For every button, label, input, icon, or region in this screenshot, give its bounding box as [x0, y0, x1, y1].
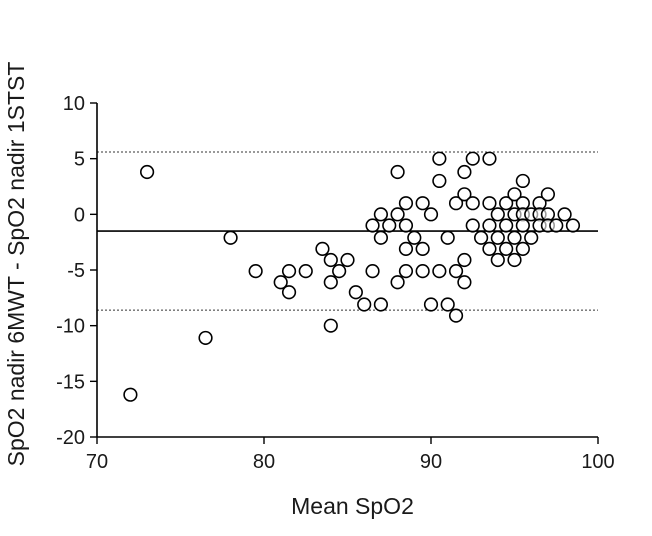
data-point: [457, 275, 472, 290]
x-tick-label: 80: [253, 451, 275, 473]
data-point: [390, 164, 405, 180]
data-point: [248, 264, 263, 279]
data-point: [415, 241, 430, 256]
data-point: [524, 230, 539, 245]
data-points: [123, 151, 581, 402]
data-point: [398, 264, 414, 279]
data-point: [482, 241, 497, 256]
data-point: [565, 218, 581, 233]
data-point: [515, 173, 530, 189]
x-tick-label: 100: [581, 451, 614, 473]
data-point: [415, 264, 430, 279]
y-tick-label: -15: [56, 371, 85, 393]
data-point: [448, 308, 464, 323]
data-point: [398, 241, 414, 256]
data-point: [323, 252, 338, 268]
data-point: [490, 252, 505, 268]
data-point: [440, 297, 455, 312]
data-point: [457, 164, 472, 180]
data-point: [448, 264, 464, 279]
data-point: [549, 218, 564, 233]
data-point: [499, 196, 514, 211]
data-point: [373, 230, 389, 245]
data-point: [482, 196, 497, 211]
data-point: [373, 297, 389, 312]
data-point: [457, 187, 472, 202]
data-point: [365, 264, 380, 279]
data-point: [281, 285, 297, 300]
data-point: [507, 252, 522, 268]
data-point: [448, 196, 464, 211]
data-point: [357, 297, 372, 312]
data-point: [415, 196, 430, 211]
y-tick-label: 5: [74, 149, 85, 171]
data-point: [123, 387, 138, 402]
data-point: [140, 164, 155, 180]
data-point: [365, 218, 380, 233]
data-point: [507, 230, 522, 245]
data-point: [198, 330, 213, 346]
data-point: [390, 207, 405, 222]
data-point: [474, 230, 489, 245]
y-tick-label: 10: [63, 93, 85, 115]
data-point: [315, 241, 330, 256]
data-point: [540, 187, 556, 202]
data-point: [281, 264, 297, 279]
data-point: [465, 218, 480, 233]
data-point: [482, 151, 497, 166]
data-point: [340, 252, 355, 268]
data-point: [499, 241, 514, 256]
data-point: [490, 207, 505, 222]
x-tick-label: 90: [420, 451, 442, 473]
data-point: [423, 207, 439, 222]
data-point: [298, 264, 313, 279]
data-point: [432, 151, 447, 166]
y-axis-title: SpO2 nadir 6MWT - SpO2 nadir 1STST: [3, 62, 29, 467]
data-point: [515, 241, 530, 256]
y-tick-label: -5: [67, 260, 85, 282]
data-point: [557, 207, 572, 222]
data-point: [482, 218, 497, 233]
data-point: [432, 173, 447, 189]
data-point: [499, 218, 514, 233]
y-tick-label: -10: [56, 316, 85, 338]
y-tick-label: 0: [74, 204, 85, 226]
data-point: [323, 275, 338, 290]
data-point: [398, 218, 414, 233]
data-point: [348, 285, 363, 300]
data-point: [223, 230, 238, 245]
y-tick-label: -20: [56, 427, 85, 449]
data-point: [465, 151, 480, 166]
data-point: [465, 196, 480, 211]
data-point: [373, 207, 389, 222]
data-point: [440, 230, 455, 245]
data-point: [398, 196, 414, 211]
data-point: [507, 187, 522, 202]
data-point: [432, 264, 447, 279]
data-point: [423, 297, 439, 312]
data-point: [323, 318, 338, 333]
data-point: [457, 252, 472, 268]
data-point: [332, 264, 347, 279]
data-point: [390, 275, 405, 290]
data-point: [407, 230, 422, 245]
data-point: [490, 230, 505, 245]
data-point: [515, 218, 530, 233]
x-axis-title: Mean SpO2: [291, 493, 414, 519]
data-point: [382, 218, 397, 233]
data-point: [273, 275, 288, 290]
x-tick-label: 70: [86, 451, 108, 473]
